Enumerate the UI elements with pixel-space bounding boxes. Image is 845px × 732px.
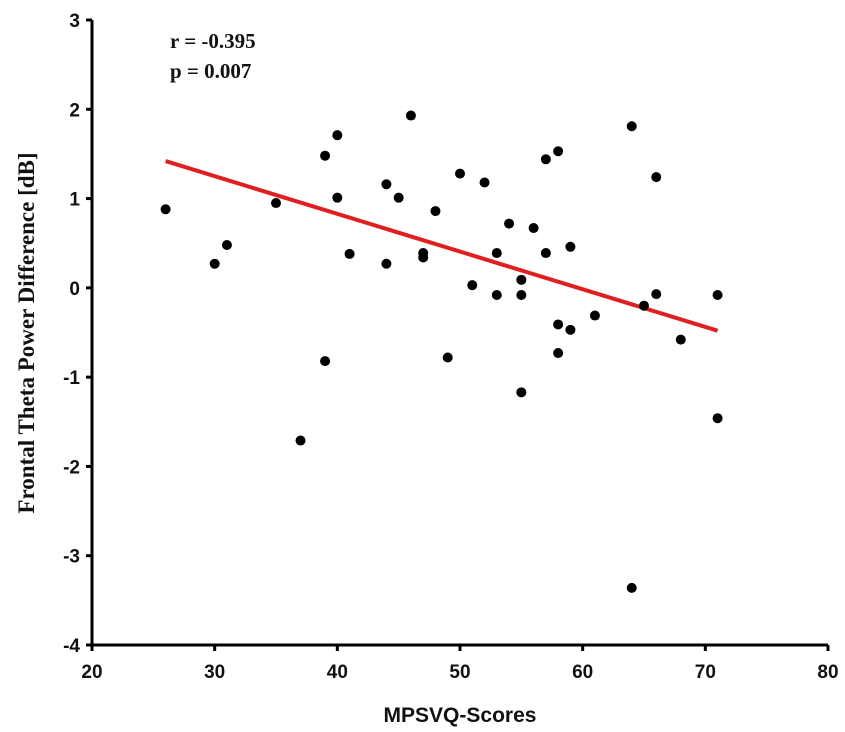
data-point <box>553 348 564 359</box>
data-point <box>639 300 649 311</box>
y-tick-label: 1 <box>69 190 80 211</box>
data-point <box>332 130 343 141</box>
data-point <box>271 198 281 209</box>
data-point <box>479 177 490 188</box>
data-point <box>160 204 171 215</box>
data-point <box>589 310 600 321</box>
data-point <box>430 206 441 217</box>
data-point <box>651 289 662 300</box>
data-point <box>540 248 551 259</box>
x-axis-label: MPSVQ-Scores <box>384 704 537 727</box>
data-point <box>393 192 404 203</box>
regression-line <box>165 159 719 333</box>
data-point <box>418 252 429 263</box>
x-tick-label: 30 <box>204 662 225 683</box>
data-point <box>675 334 686 345</box>
y-tick-label: 3 <box>69 11 80 32</box>
data-point <box>344 248 355 259</box>
data-point <box>320 150 331 161</box>
data-point <box>332 192 343 203</box>
x-tick-label: 60 <box>572 662 593 683</box>
data-point <box>467 280 478 291</box>
y-tick-label: -4 <box>63 636 80 657</box>
data-point <box>528 223 539 234</box>
data-point <box>221 240 232 250</box>
y-tick-label: -1 <box>63 368 80 389</box>
x-tick-label: 50 <box>449 662 470 683</box>
data-point <box>405 110 416 121</box>
data-point <box>295 435 306 446</box>
y-tick-label: -3 <box>63 547 80 568</box>
y-tick-label: 2 <box>69 100 80 121</box>
data-point <box>712 290 723 300</box>
data-point <box>442 352 453 363</box>
data-point <box>320 356 331 367</box>
data-point <box>504 218 515 229</box>
x-tick-label: 80 <box>817 662 838 683</box>
data-point <box>626 121 637 132</box>
x-tick-label: 70 <box>695 662 716 683</box>
data-point <box>651 172 662 183</box>
annotation-p: p = 0.007 <box>170 59 251 83</box>
y-axis-label: Frontal Theta Power Difference [dB] <box>14 152 39 513</box>
x-tick-label: 40 <box>327 662 348 683</box>
data-point <box>516 290 527 300</box>
data-point <box>209 258 220 269</box>
data-point <box>553 146 564 157</box>
data-point <box>381 179 392 190</box>
data-point <box>516 274 527 285</box>
annotation-r: r = -0.395 <box>170 29 256 53</box>
data-point <box>516 387 527 398</box>
data-point <box>626 582 637 593</box>
data-point <box>491 248 502 259</box>
data-point <box>712 413 723 424</box>
data-point <box>491 290 502 300</box>
data-point <box>455 168 465 179</box>
x-tick-label: 20 <box>81 662 102 683</box>
data-point <box>565 324 576 335</box>
y-tick-label: 0 <box>69 279 80 300</box>
data-point <box>540 154 551 165</box>
data-point <box>565 241 576 252</box>
data-point <box>381 258 392 269</box>
data-point <box>553 319 564 330</box>
y-tick-label: -2 <box>63 457 80 478</box>
